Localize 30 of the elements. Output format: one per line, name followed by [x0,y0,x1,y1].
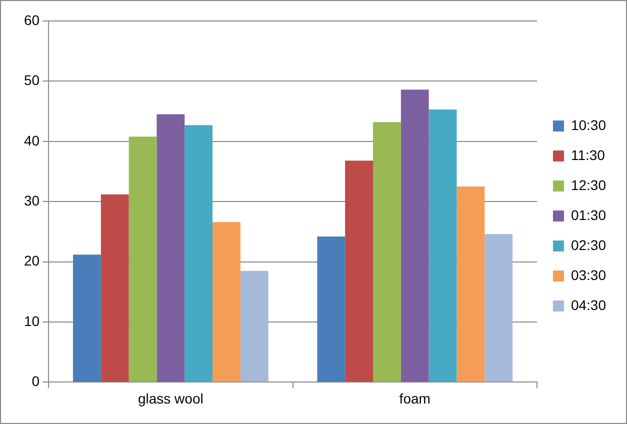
x-tick-label: glass wool [138,390,204,406]
y-tick-label: 30 [24,192,40,208]
bar [156,114,185,382]
bar [184,125,213,382]
y-tick-label: 50 [24,72,40,88]
y-tick-label: 60 [24,12,40,28]
legend-label: 10:30 [570,116,606,133]
y-tick-label: 20 [24,252,40,269]
bar [345,160,374,382]
bar [128,136,157,382]
legend-label: 01:30 [570,206,606,223]
x-tick-label: foam [399,390,430,406]
legend-label: 04:30 [570,296,606,313]
bar [72,254,101,382]
bar [484,234,513,382]
legend-label: 03:30 [570,266,606,283]
legend-label: 11:30 [570,146,606,163]
bar [400,90,429,382]
bar [373,122,401,382]
bar [428,109,457,382]
bar [212,222,240,382]
bar [456,186,485,382]
legend-label: 12:30 [570,176,606,193]
y-tick-label: 10 [24,312,40,329]
bar [240,270,268,382]
bar [100,194,129,382]
y-tick-label: 40 [24,132,40,148]
legend-label: 02:30 [570,236,606,253]
bar [317,236,346,382]
y-tick-label: 0 [32,373,40,390]
